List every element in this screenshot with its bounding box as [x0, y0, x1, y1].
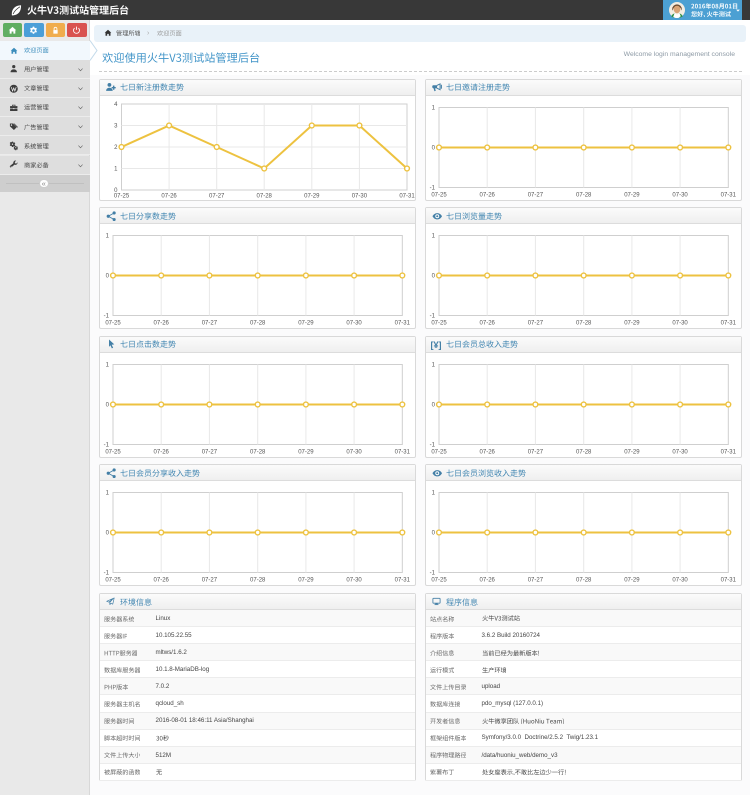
svg-text:07-29: 07-29: [624, 578, 640, 584]
svg-text:07-30: 07-30: [672, 321, 688, 327]
svg-text:07-27: 07-27: [202, 578, 218, 584]
svg-text:07-31: 07-31: [395, 578, 411, 584]
svg-text:07-27: 07-27: [202, 449, 218, 455]
svg-text:07-25: 07-25: [431, 449, 447, 455]
svg-text:07-29: 07-29: [298, 578, 314, 584]
svg-text:0: 0: [106, 531, 110, 537]
svg-text:1: 1: [432, 491, 436, 497]
svg-text:07-30: 07-30: [346, 321, 362, 327]
svg-text:07-29: 07-29: [298, 449, 314, 455]
svg-text:07-30: 07-30: [346, 578, 362, 584]
svg-text:07-28: 07-28: [576, 449, 592, 455]
svg-text:-1: -1: [430, 442, 436, 448]
svg-text:07-26: 07-26: [480, 578, 496, 584]
svg-text:07-27: 07-27: [528, 321, 544, 327]
svg-text:07-26: 07-26: [480, 192, 496, 198]
svg-text:07-25: 07-25: [431, 321, 447, 327]
svg-text:0: 0: [106, 402, 110, 408]
svg-text:07-28: 07-28: [576, 192, 592, 198]
svg-text:07-26: 07-26: [480, 321, 496, 327]
svg-text:07-26: 07-26: [480, 449, 496, 455]
svg-text:-1: -1: [104, 314, 110, 320]
svg-text:1: 1: [432, 234, 436, 240]
svg-text:07-31: 07-31: [395, 449, 411, 455]
svg-text:0: 0: [432, 402, 436, 408]
svg-text:07-29: 07-29: [624, 321, 640, 327]
svg-text:07-30: 07-30: [672, 192, 688, 198]
svg-text:0: 0: [432, 145, 436, 151]
svg-text:07-29: 07-29: [304, 193, 320, 199]
svg-text:0: 0: [432, 531, 436, 537]
svg-text:07-25: 07-25: [431, 192, 447, 198]
svg-text:07-28: 07-28: [250, 321, 266, 327]
svg-text:07-27: 07-27: [209, 193, 225, 199]
svg-text:07-30: 07-30: [672, 578, 688, 584]
svg-text:07-27: 07-27: [202, 321, 218, 327]
svg-text:07-28: 07-28: [576, 321, 592, 327]
svg-text:07-29: 07-29: [624, 192, 640, 198]
svg-text:07-25: 07-25: [431, 578, 447, 584]
svg-text:07-25: 07-25: [105, 449, 121, 455]
svg-text:07-25: 07-25: [105, 321, 121, 327]
svg-text:0: 0: [106, 274, 110, 280]
svg-text:1: 1: [432, 362, 436, 368]
svg-text:07-26: 07-26: [154, 578, 170, 584]
svg-text:07-26: 07-26: [161, 193, 177, 199]
svg-text:07-28: 07-28: [250, 578, 266, 584]
svg-text:07-30: 07-30: [352, 193, 368, 199]
svg-text:07-28: 07-28: [257, 193, 273, 199]
svg-text:1: 1: [106, 362, 110, 368]
svg-text:07-26: 07-26: [154, 449, 170, 455]
svg-text:2: 2: [114, 145, 118, 151]
svg-text:07-31: 07-31: [395, 321, 411, 327]
svg-text:-1: -1: [104, 442, 110, 448]
svg-text:4: 4: [114, 102, 118, 108]
svg-text:07-31: 07-31: [721, 449, 737, 455]
svg-text:07-31: 07-31: [399, 193, 415, 199]
svg-text:0: 0: [432, 274, 436, 280]
svg-text:07-30: 07-30: [672, 449, 688, 455]
svg-text:07-26: 07-26: [154, 321, 170, 327]
svg-text:1: 1: [432, 105, 436, 111]
svg-text:07-28: 07-28: [250, 449, 266, 455]
svg-text:07-25: 07-25: [105, 578, 121, 584]
svg-text:-1: -1: [104, 571, 110, 577]
svg-text:07-31: 07-31: [721, 578, 737, 584]
svg-text:07-25: 07-25: [114, 193, 130, 199]
svg-text:07-29: 07-29: [298, 321, 314, 327]
svg-text:07-27: 07-27: [528, 449, 544, 455]
svg-text:07-27: 07-27: [528, 192, 544, 198]
svg-text:07-29: 07-29: [624, 449, 640, 455]
svg-text:1: 1: [106, 491, 110, 497]
svg-text:07-31: 07-31: [721, 192, 737, 198]
svg-text:-1: -1: [430, 571, 436, 577]
svg-text:1: 1: [114, 166, 118, 172]
svg-text:07-28: 07-28: [576, 578, 592, 584]
svg-text:-1: -1: [430, 185, 436, 191]
svg-text:07-27: 07-27: [528, 578, 544, 584]
svg-text:07-30: 07-30: [346, 449, 362, 455]
svg-text:0: 0: [114, 188, 118, 194]
svg-text:1: 1: [106, 234, 110, 240]
svg-text:3: 3: [114, 123, 118, 129]
svg-text:-1: -1: [430, 314, 436, 320]
svg-text:07-31: 07-31: [721, 321, 737, 327]
